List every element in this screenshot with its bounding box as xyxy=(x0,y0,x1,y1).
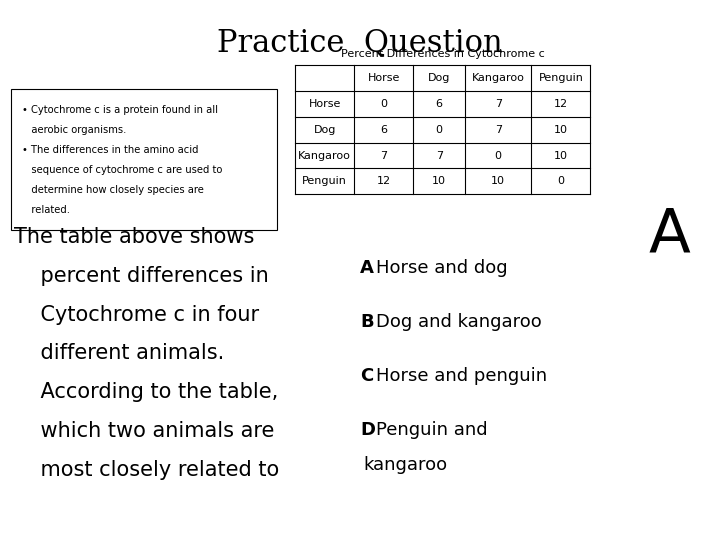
Text: Kangaroo: Kangaroo xyxy=(298,151,351,160)
Text: 7: 7 xyxy=(380,151,387,160)
Text: sequence of cytochrome c are used to: sequence of cytochrome c are used to xyxy=(22,165,222,176)
Text: 7: 7 xyxy=(495,99,502,109)
Text: A: A xyxy=(649,205,690,264)
Text: A: A xyxy=(360,259,374,277)
Text: Horse: Horse xyxy=(309,99,341,109)
Text: aerobic organisms.: aerobic organisms. xyxy=(22,125,126,136)
Text: Horse and penguin: Horse and penguin xyxy=(376,367,547,385)
Text: 0: 0 xyxy=(436,125,443,134)
Text: Penguin: Penguin xyxy=(302,177,347,186)
Text: • Cytochrome c is a protein found in all: • Cytochrome c is a protein found in all xyxy=(22,105,217,116)
Text: • The differences in the amino acid: • The differences in the amino acid xyxy=(22,145,198,156)
Text: Horse and dog: Horse and dog xyxy=(376,259,508,277)
Text: Cytochrome c in four: Cytochrome c in four xyxy=(14,305,259,325)
Text: Dog and kangaroo: Dog and kangaroo xyxy=(376,313,541,331)
Text: D: D xyxy=(360,421,375,439)
Text: Practice  Question: Practice Question xyxy=(217,27,503,58)
Text: According to the table,: According to the table, xyxy=(14,382,279,402)
Text: 0: 0 xyxy=(557,177,564,186)
Text: B: B xyxy=(360,313,374,331)
Text: which two animals are: which two animals are xyxy=(14,421,275,441)
Text: Kangaroo: Kangaroo xyxy=(472,73,525,83)
Text: 10: 10 xyxy=(491,177,505,186)
Text: 12: 12 xyxy=(377,177,391,186)
Text: The table above shows: The table above shows xyxy=(14,227,255,247)
Text: 0: 0 xyxy=(495,151,502,160)
Text: Dog: Dog xyxy=(313,125,336,134)
Text: Percent Differences in Cytochrome c: Percent Differences in Cytochrome c xyxy=(341,49,544,59)
Text: C: C xyxy=(360,367,373,385)
Text: related.: related. xyxy=(22,205,70,215)
Text: 7: 7 xyxy=(495,125,502,134)
Text: most closely related to: most closely related to xyxy=(14,460,279,480)
Text: 7: 7 xyxy=(436,151,443,160)
Text: 6: 6 xyxy=(380,125,387,134)
Text: Horse: Horse xyxy=(368,73,400,83)
FancyBboxPatch shape xyxy=(11,89,277,230)
Text: 10: 10 xyxy=(554,125,568,134)
Text: kangaroo: kangaroo xyxy=(364,456,448,474)
Text: 10: 10 xyxy=(554,151,568,160)
Text: percent differences in: percent differences in xyxy=(14,266,269,286)
Text: Dog: Dog xyxy=(428,73,451,83)
Text: 10: 10 xyxy=(432,177,446,186)
Text: 0: 0 xyxy=(380,99,387,109)
Text: 12: 12 xyxy=(554,99,568,109)
Text: different animals.: different animals. xyxy=(14,343,225,363)
Text: 6: 6 xyxy=(436,99,443,109)
Text: Penguin: Penguin xyxy=(539,73,583,83)
Text: determine how closely species are: determine how closely species are xyxy=(22,185,204,195)
Text: Penguin and: Penguin and xyxy=(376,421,487,439)
